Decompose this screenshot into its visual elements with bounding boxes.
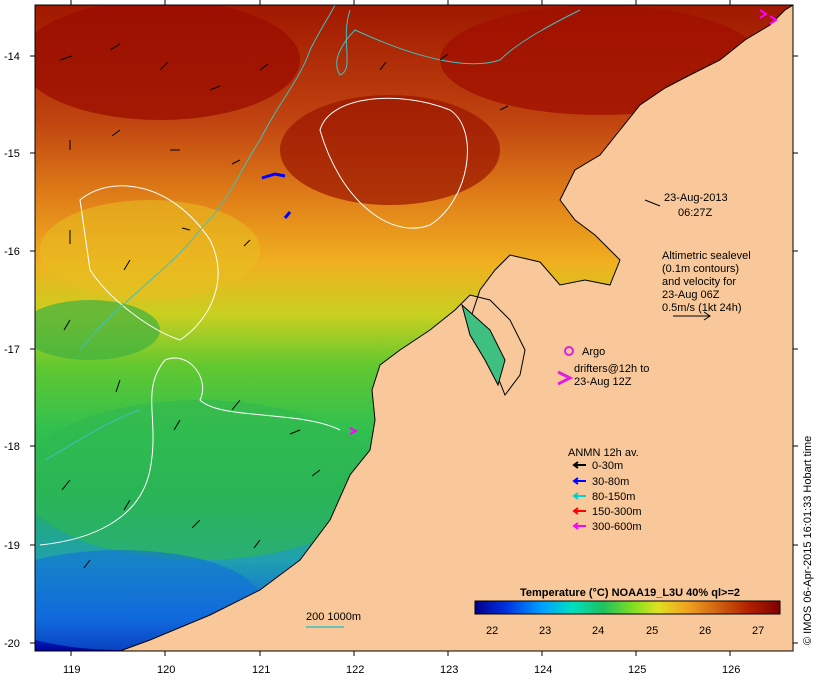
colorbar: Temperature (°C) NOAA19_L3U 40% ql>=2 22… [474, 587, 781, 637]
argo-marker [564, 346, 574, 356]
credit: © IMOS 06-Apr-2015 16:01:33 Hobart time [802, 436, 814, 645]
isobaths [44, 5, 581, 461]
lat-label: -17 [4, 344, 20, 356]
lat-axis: -14 -15 -16 -17 -18 -19 -20 [4, 51, 798, 650]
svg-text:Altimetric sealevel: Altimetric sealevel [662, 250, 751, 262]
lon-label: 125 [628, 664, 646, 676]
svg-text:27: 27 [752, 625, 764, 637]
lon-label: 120 [157, 664, 175, 676]
timestamp-date: 23-Aug-2013 [664, 192, 728, 204]
timestamp-pointer [644, 199, 661, 207]
colorbar-title: Temperature (°C) NOAA19_L3U 40% ql>=2 [520, 587, 740, 599]
warm-patch [35, 5, 300, 120]
cool-patch [35, 300, 160, 360]
svg-text:23-Aug 06Z: 23-Aug 06Z [662, 289, 720, 301]
lat-label: -20 [4, 638, 20, 650]
scale-arrow [673, 311, 711, 321]
lon-label: 121 [252, 664, 270, 676]
lat-label: -18 [4, 441, 20, 453]
sealevel-contours [39, 97, 468, 546]
svg-text:0.5m/s (1kt 24h): 0.5m/s (1kt 24h) [662, 302, 741, 314]
svg-text:25: 25 [646, 625, 658, 637]
lat-label: -16 [4, 246, 20, 258]
argo-label: Argo [582, 346, 605, 358]
svg-text:(0.1m contours): (0.1m contours) [662, 263, 739, 275]
colorbar-gradient [474, 600, 781, 615]
svg-text:24: 24 [592, 625, 604, 637]
lat-label: -14 [4, 51, 20, 63]
lon-axis: 119 120 121 122 123 124 125 126 [63, 0, 740, 676]
drifter-track [261, 172, 286, 180]
svg-text:30-80m: 30-80m [592, 476, 629, 488]
drifter-marker [759, 9, 778, 25]
drifters-label: drifters@12h to [574, 363, 649, 375]
lon-label: 126 [722, 664, 740, 676]
svg-text:300-600m: 300-600m [592, 521, 642, 533]
map-frame [34, 4, 794, 652]
svg-text:150-300m: 150-300m [592, 506, 642, 518]
drifters-label: 23-Aug 12Z [574, 376, 632, 388]
svg-text:80-150m: 80-150m [592, 491, 635, 503]
inlet [461, 303, 506, 387]
sealevel-note: Altimetric sealevel (0.1m contours) and … [662, 250, 751, 321]
drifter-marker [349, 427, 359, 435]
drifter-track [283, 211, 292, 219]
lon-label: 122 [346, 664, 364, 676]
svg-text:22: 22 [486, 625, 498, 637]
lon-label: 119 [63, 664, 81, 676]
svg-text:ANMN 12h av.: ANMN 12h av. [568, 447, 639, 459]
svg-text:and velocity for: and velocity for [662, 276, 736, 288]
warm-patch [280, 95, 500, 205]
timestamp-time: 06:27Z [678, 207, 713, 219]
isobath-label: 200 1000m [306, 611, 361, 623]
svg-text:0-30m: 0-30m [592, 460, 623, 472]
svg-text:26: 26 [699, 625, 711, 637]
anmn-legend: ANMN 12h av. 0-30m 30-80m 80-150m 150-30… [568, 447, 642, 533]
svg-text:23: 23 [539, 625, 551, 637]
cool-patch [40, 200, 260, 300]
drifter-legend-marker [557, 370, 574, 386]
lat-label: -19 [4, 540, 20, 552]
lon-label: 124 [534, 664, 552, 676]
lon-label: 123 [440, 664, 458, 676]
lat-label: -15 [4, 148, 20, 160]
cool-patch [35, 400, 380, 560]
velocity-arrows [59, 43, 509, 569]
